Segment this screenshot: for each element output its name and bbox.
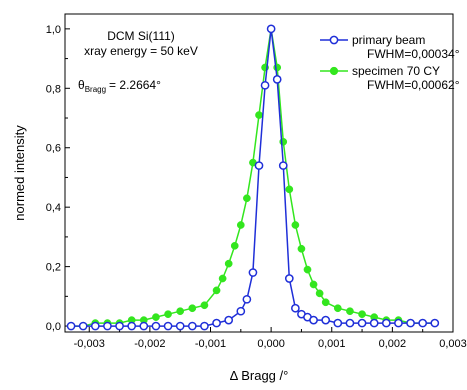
annotation: DCM Si(111) xray energy = 50 keV θBragg =…: [78, 29, 198, 94]
data-point: [176, 307, 185, 316]
x-tick-label: 0,002: [379, 338, 407, 350]
x-tick-label: 0,003: [439, 338, 467, 350]
data-point: [236, 221, 245, 229]
data-point: [272, 75, 282, 84]
data-point: [255, 111, 263, 119]
legend-swatch-marker: [329, 35, 339, 45]
data-point: [260, 80, 270, 90]
data-point: [406, 318, 415, 328]
data-point: [333, 318, 343, 328]
y-tick-label: 0,8: [46, 83, 61, 95]
x-tick-label: -0,001: [195, 338, 226, 350]
plot-frame: [64, 13, 454, 333]
x-axis-title: Δ Bragg /°: [230, 368, 289, 383]
data-point: [242, 294, 252, 304]
legend-sublabel: FWHM=0,00034°: [367, 47, 460, 61]
data-point: [236, 306, 246, 316]
data-point: [200, 321, 209, 331]
data-point: [303, 265, 312, 274]
y-tick-label: 0,4: [46, 202, 61, 214]
legend-label: specimen 70 CY: [352, 64, 440, 78]
data-point: [381, 318, 391, 328]
data-point: [243, 194, 251, 203]
x-tick-labels: -0,003 -0,002 -0,001 0,000 0,001 0,002 0,003: [74, 338, 467, 350]
y-tick-labels: 0,0 0,2 0,4 0,6 0,8 1,0: [46, 24, 61, 333]
data-point: [139, 321, 149, 331]
y-tick-label: 0,6: [46, 143, 61, 155]
series-line: [71, 28, 435, 327]
data-point: [291, 221, 300, 229]
data-point: [430, 318, 440, 328]
data-point: [164, 310, 172, 319]
data-point: [90, 321, 100, 331]
data-point: [346, 307, 354, 316]
data-point: [321, 298, 330, 307]
data-point: [175, 321, 185, 331]
y-tick-label: 0,0: [46, 321, 61, 333]
y-tick-label: 0,2: [46, 262, 61, 274]
data-point: [333, 304, 342, 313]
data-point: [187, 321, 197, 331]
data-point: [297, 244, 306, 253]
legend-label: primary beam: [352, 33, 425, 47]
data-point: [254, 161, 264, 170]
data-point: [127, 321, 137, 331]
data-point: [291, 303, 300, 313]
theta-subscript: Bragg: [85, 85, 106, 94]
data-point: [273, 63, 282, 72]
data-point: [188, 304, 197, 313]
data-point: [218, 274, 227, 283]
data-point: [115, 321, 124, 331]
data-point: [369, 318, 379, 328]
data-point: [278, 161, 288, 170]
data-point: [418, 318, 428, 328]
data-point: [357, 318, 367, 328]
data-point: [224, 315, 234, 325]
data-point: [212, 318, 221, 328]
data-point: [163, 321, 173, 331]
x-tick-label: 0,000: [257, 338, 285, 350]
data-point: [151, 321, 161, 331]
y-tick-label: 1,0: [46, 24, 61, 36]
data-point: [394, 318, 403, 328]
annotation-line2: xray energy = 50 keV: [84, 44, 198, 58]
legend-swatch-marker: [329, 66, 339, 76]
data-point: [103, 321, 112, 331]
data-point: [285, 185, 294, 194]
data-point: [284, 274, 294, 283]
data-point: [66, 321, 76, 331]
x-tick-label: -0,002: [134, 338, 165, 350]
data-point: [309, 280, 318, 289]
series-primary-beam: [66, 24, 440, 331]
data-point: [358, 310, 366, 319]
data-point: [224, 259, 233, 268]
data-point: [248, 268, 258, 277]
annotation-line1: DCM Si(111): [107, 29, 175, 43]
data-point: [200, 301, 209, 310]
data-point: [212, 286, 221, 295]
data-point: [321, 315, 331, 325]
annotation-theta: θBragg = 2.2664°: [78, 78, 161, 94]
legend-sublabel: FWHM=0,00062°: [367, 78, 460, 92]
data-point: [78, 321, 88, 331]
data-point: [230, 241, 239, 250]
theta-value: = 2.2664°: [109, 78, 161, 92]
theta-symbol: θ: [78, 78, 85, 92]
series-layer: [66, 24, 440, 331]
y-axis-title: normed intensity: [12, 125, 27, 221]
x-tick-label: 0,001: [318, 338, 346, 350]
data-point: [152, 313, 160, 321]
x-tick-label: -0,003: [74, 338, 105, 350]
data-point: [266, 24, 276, 34]
data-point: [345, 318, 355, 328]
data-point: [315, 289, 324, 298]
data-point: [309, 315, 318, 325]
